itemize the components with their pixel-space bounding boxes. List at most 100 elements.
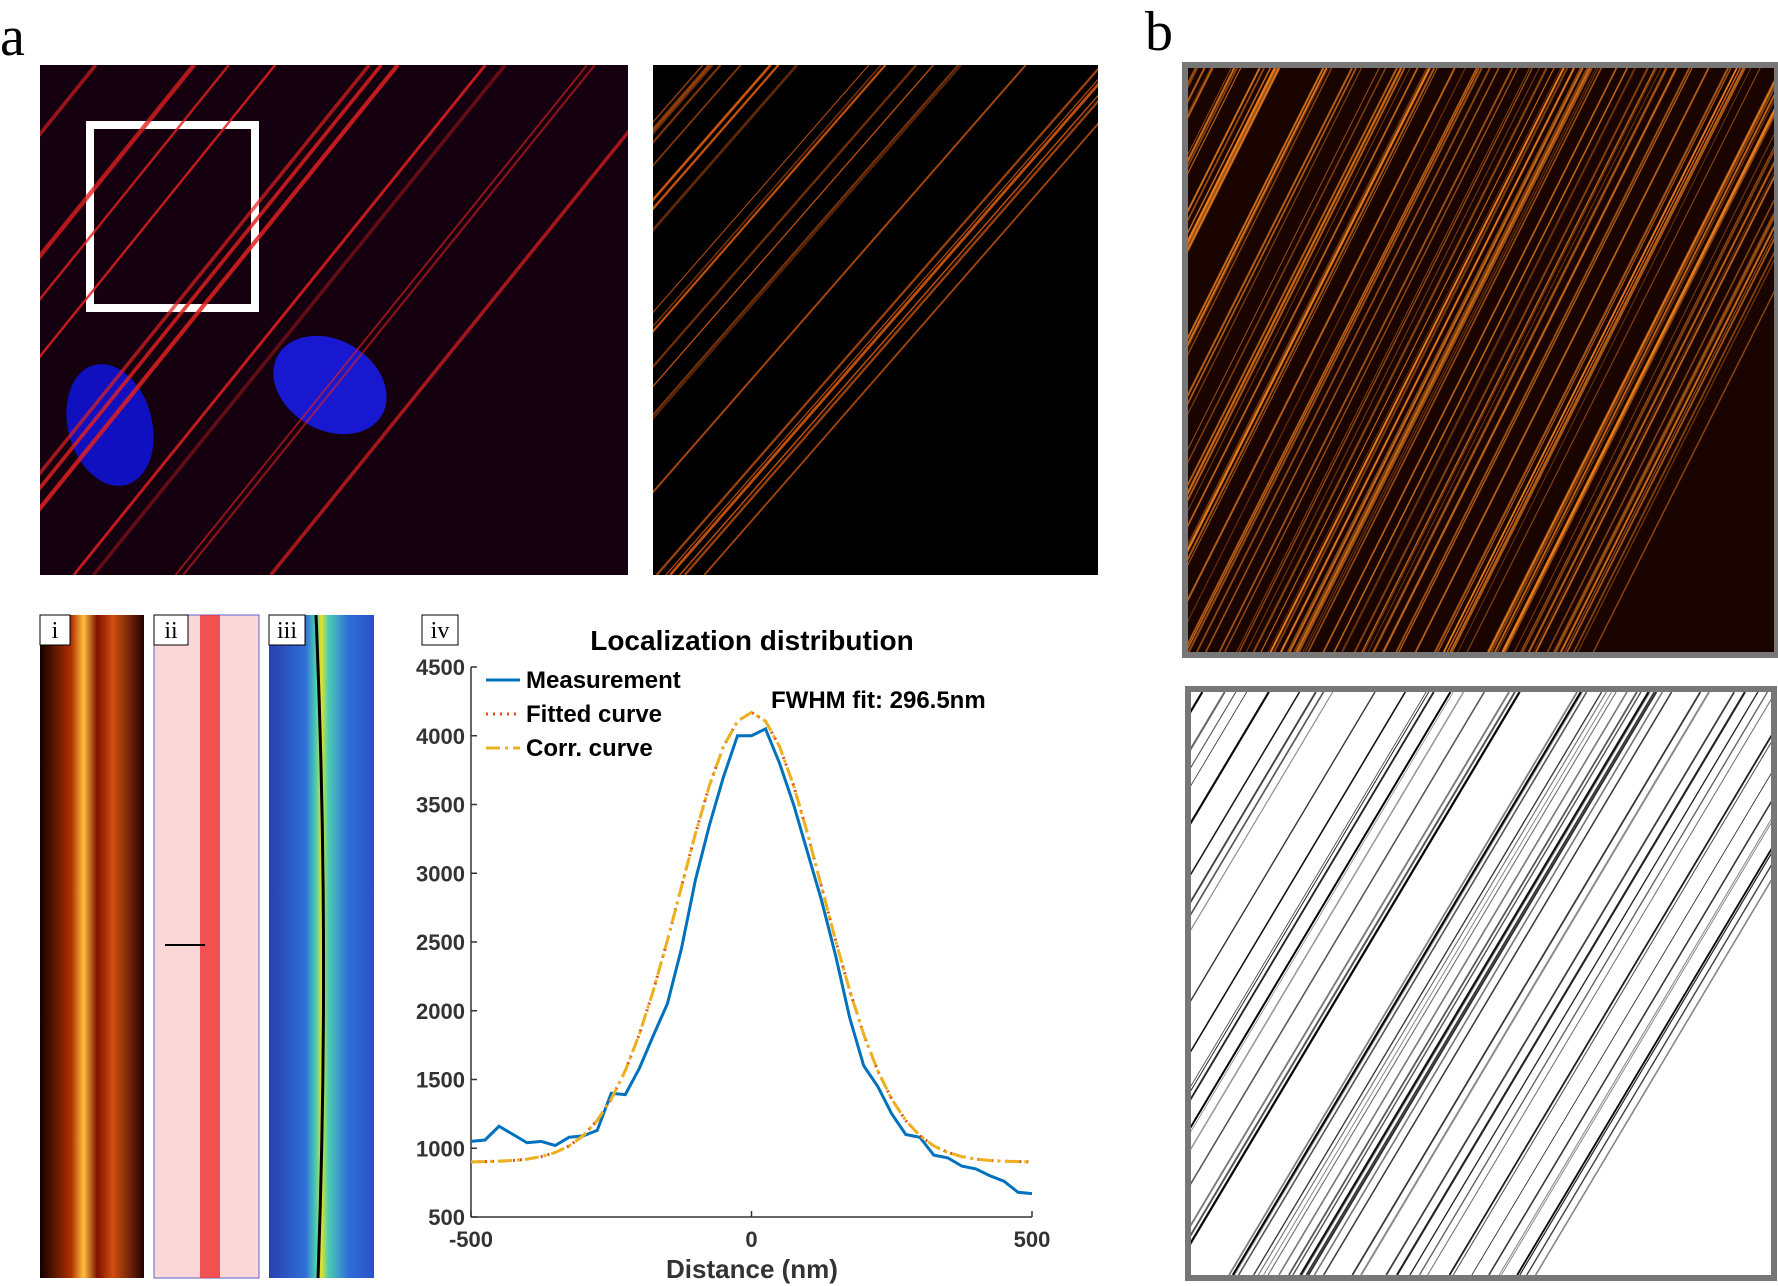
filament bbox=[1486, 79, 1774, 652]
filament bbox=[1191, 692, 1226, 751]
filament bbox=[1188, 68, 1431, 551]
x-axis-label: Distance (nm) bbox=[666, 1254, 838, 1284]
legend-label: Measurement bbox=[526, 667, 681, 694]
filament bbox=[653, 65, 780, 211]
filament bbox=[754, 692, 1102, 1275]
filament bbox=[1532, 171, 1774, 652]
filament bbox=[1519, 852, 1771, 1275]
filament bbox=[758, 692, 1106, 1275]
filament bbox=[1188, 68, 1353, 398]
filament bbox=[1302, 68, 1597, 652]
filament bbox=[1188, 68, 1419, 528]
y-tick-label: 4000 bbox=[416, 724, 465, 749]
filament bbox=[1188, 68, 1357, 406]
filament bbox=[1395, 68, 1691, 652]
y-tick-label: 1500 bbox=[416, 1068, 465, 1093]
strip-ii-band bbox=[200, 615, 220, 1278]
filament bbox=[1299, 692, 1650, 1275]
filament bbox=[1188, 68, 1333, 356]
filament bbox=[1191, 692, 1510, 1227]
image-zoom bbox=[653, 65, 1098, 575]
filament-group bbox=[653, 65, 1098, 575]
filament bbox=[1188, 68, 1357, 404]
filament bbox=[1307, 68, 1602, 652]
filament bbox=[174, 65, 588, 575]
filament bbox=[744, 692, 1092, 1275]
filament bbox=[842, 692, 1190, 1275]
filament bbox=[1188, 68, 1387, 464]
filament bbox=[1188, 68, 1328, 347]
filament bbox=[1573, 251, 1774, 652]
filament bbox=[824, 692, 1172, 1275]
filament bbox=[1218, 68, 1514, 652]
filament bbox=[1304, 68, 1599, 652]
filament bbox=[1188, 68, 1399, 487]
filament bbox=[1253, 692, 1603, 1275]
filament bbox=[40, 65, 277, 359]
filament bbox=[653, 65, 870, 314]
filament bbox=[1228, 692, 1578, 1275]
chart-title: Localization distribution bbox=[590, 625, 914, 656]
filament bbox=[1260, 68, 1555, 652]
series-line bbox=[470, 710, 1033, 1164]
filament bbox=[1188, 68, 1456, 602]
filament bbox=[1490, 86, 1774, 652]
filament bbox=[40, 65, 195, 259]
panel-label: ii bbox=[164, 618, 178, 644]
filament bbox=[1521, 148, 1774, 652]
filament bbox=[1372, 68, 1667, 652]
filament bbox=[798, 692, 1146, 1275]
filament bbox=[1188, 68, 1325, 340]
filament bbox=[1188, 68, 1398, 485]
series-line bbox=[470, 726, 1033, 1196]
filament bbox=[1313, 692, 1664, 1275]
filament bbox=[1451, 68, 1746, 652]
filament bbox=[1224, 68, 1519, 652]
filament bbox=[1191, 692, 1270, 825]
panel-label: b bbox=[1145, 1, 1173, 63]
filament bbox=[1293, 68, 1589, 652]
filament bbox=[1245, 68, 1540, 652]
filament bbox=[1267, 68, 1562, 652]
y-tick-label: 3500 bbox=[416, 793, 465, 818]
filament bbox=[1188, 68, 1403, 496]
filament bbox=[1286, 68, 1582, 652]
filament bbox=[1535, 175, 1774, 652]
filament bbox=[1288, 68, 1584, 652]
filament bbox=[1452, 741, 1771, 1275]
filament bbox=[655, 67, 1098, 575]
filament bbox=[1322, 68, 1618, 652]
label-box bbox=[39, 614, 71, 646]
filament bbox=[72, 65, 487, 575]
filament bbox=[1188, 68, 1261, 213]
filament bbox=[1257, 692, 1607, 1275]
filament bbox=[1593, 292, 1774, 652]
y-tick-label: 3000 bbox=[416, 861, 465, 886]
filament bbox=[1466, 68, 1761, 652]
image-overview bbox=[40, 65, 628, 575]
filament bbox=[1188, 68, 1428, 546]
filament bbox=[1188, 68, 1330, 350]
filament bbox=[1564, 233, 1774, 652]
filament bbox=[1295, 68, 1591, 652]
filament bbox=[40, 65, 197, 260]
filament bbox=[1396, 692, 1746, 1275]
filament bbox=[1341, 68, 1637, 652]
filament bbox=[703, 122, 1098, 575]
x-tick-label: 500 bbox=[1014, 1227, 1051, 1252]
label-box bbox=[421, 614, 459, 646]
filament bbox=[1566, 237, 1774, 652]
y-tick-label: 2500 bbox=[416, 930, 465, 955]
filament bbox=[1188, 68, 1362, 416]
filament bbox=[653, 65, 772, 203]
filament bbox=[1513, 133, 1774, 652]
filament bbox=[799, 692, 1147, 1275]
filament bbox=[1516, 847, 1771, 1275]
filament bbox=[1437, 68, 1732, 652]
filament bbox=[1487, 80, 1774, 652]
legend-label: Corr. curve bbox=[526, 735, 653, 762]
filament bbox=[1457, 68, 1752, 652]
filament bbox=[1448, 734, 1771, 1275]
filament bbox=[1322, 692, 1673, 1275]
filament bbox=[1191, 692, 1301, 876]
